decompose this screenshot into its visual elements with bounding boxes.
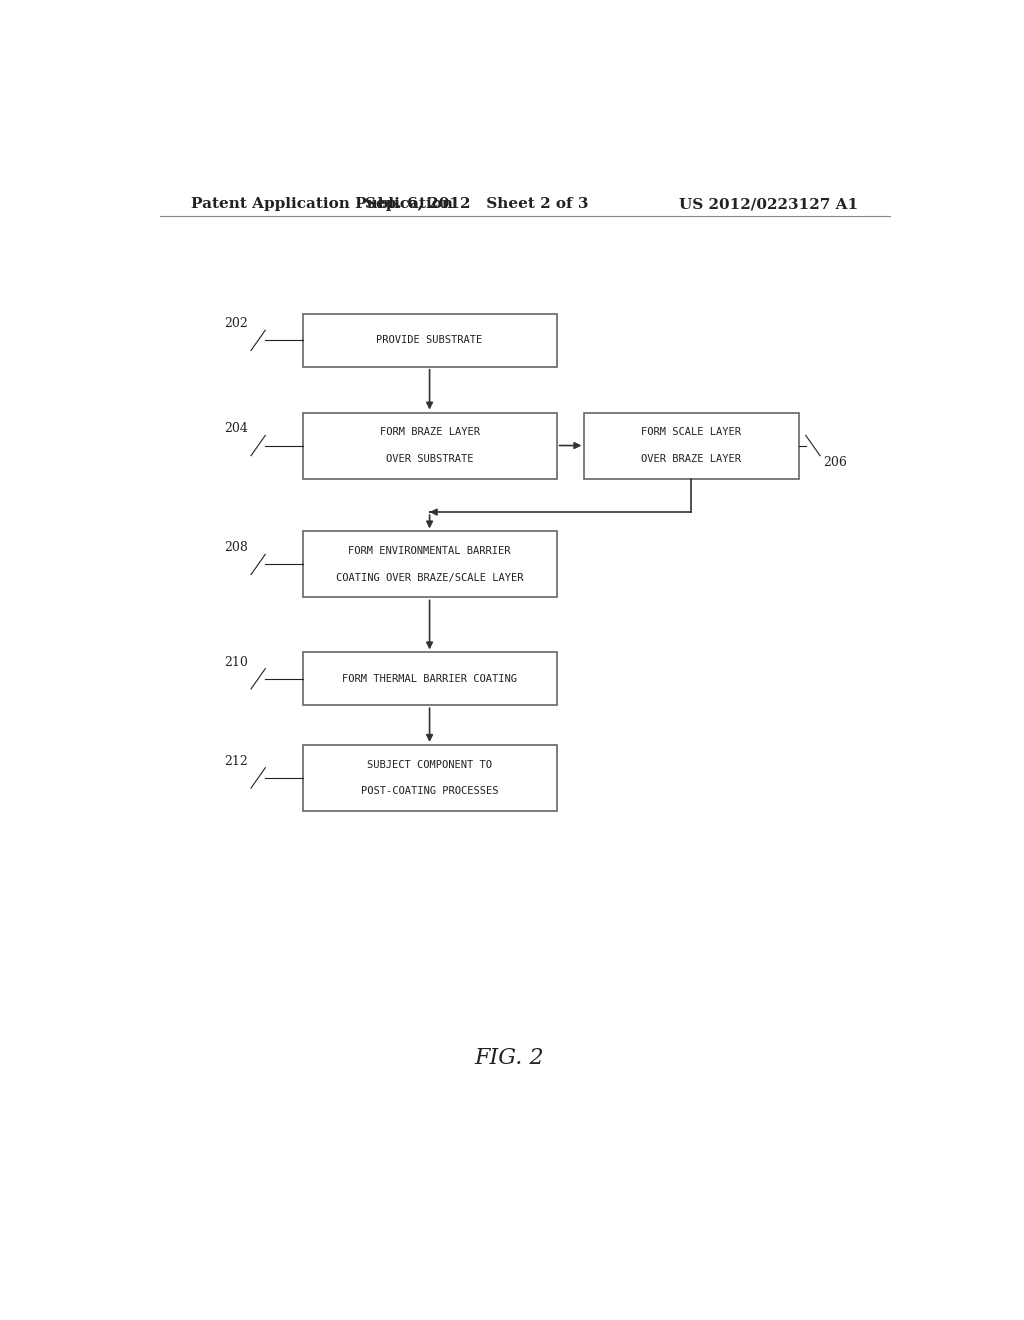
Text: 206: 206 [823, 455, 847, 469]
FancyBboxPatch shape [303, 532, 557, 598]
Text: FIG. 2: FIG. 2 [474, 1047, 544, 1069]
Text: OVER BRAZE LAYER: OVER BRAZE LAYER [641, 454, 741, 463]
Text: 210: 210 [224, 656, 248, 669]
Text: SUBJECT COMPONENT TO: SUBJECT COMPONENT TO [367, 760, 493, 770]
FancyBboxPatch shape [303, 314, 557, 367]
FancyBboxPatch shape [585, 412, 799, 479]
Text: Patent Application Publication: Patent Application Publication [191, 197, 454, 211]
Text: FORM SCALE LAYER: FORM SCALE LAYER [641, 428, 741, 437]
Text: FORM THERMAL BARRIER COATING: FORM THERMAL BARRIER COATING [342, 673, 517, 684]
Text: COATING OVER BRAZE/SCALE LAYER: COATING OVER BRAZE/SCALE LAYER [336, 573, 523, 582]
Text: OVER SUBSTRATE: OVER SUBSTRATE [386, 454, 473, 463]
Text: Sep. 6, 2012   Sheet 2 of 3: Sep. 6, 2012 Sheet 2 of 3 [366, 197, 589, 211]
FancyBboxPatch shape [303, 744, 557, 810]
Text: FORM ENVIRONMENTAL BARRIER: FORM ENVIRONMENTAL BARRIER [348, 546, 511, 556]
Text: FORM BRAZE LAYER: FORM BRAZE LAYER [380, 428, 479, 437]
Text: US 2012/0223127 A1: US 2012/0223127 A1 [679, 197, 858, 211]
Text: 208: 208 [224, 541, 248, 554]
FancyBboxPatch shape [303, 652, 557, 705]
Text: POST-COATING PROCESSES: POST-COATING PROCESSES [360, 787, 499, 796]
Text: 212: 212 [224, 755, 248, 768]
Text: 204: 204 [224, 422, 248, 436]
Text: 202: 202 [224, 317, 248, 330]
Text: PROVIDE SUBSTRATE: PROVIDE SUBSTRATE [377, 335, 482, 346]
FancyBboxPatch shape [303, 412, 557, 479]
